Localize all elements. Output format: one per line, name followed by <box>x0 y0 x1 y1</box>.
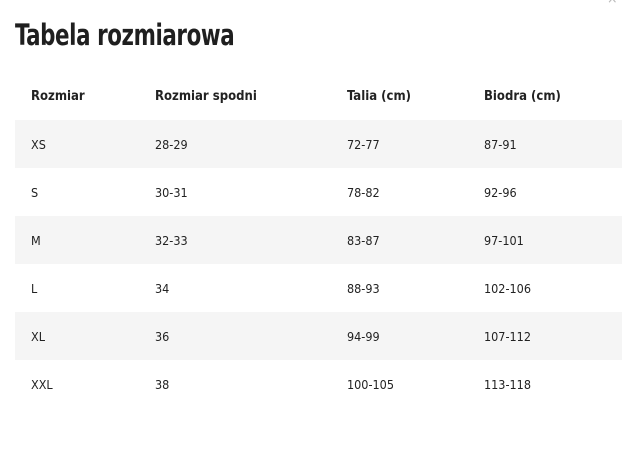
cell-hips: 107-112 <box>484 312 622 360</box>
table-row: XL 36 94-99 107-112 <box>15 312 622 360</box>
cell-pants-size: 28-29 <box>155 120 347 168</box>
table-row: M 32-33 83-87 97-101 <box>15 216 622 264</box>
cell-pants-size: 36 <box>155 312 347 360</box>
cell-waist: 100-105 <box>347 376 394 392</box>
cell-hips: 97-101 <box>484 216 622 264</box>
cell-size: XS <box>15 120 155 168</box>
table-header-row: Rozmiar Rozmiar spodni Talia (cm) Biodra… <box>15 72 622 120</box>
header-waist: Talia (cm) <box>347 88 411 104</box>
cell-waist: 72-77 <box>347 120 484 168</box>
size-table: Rozmiar Rozmiar spodni Talia (cm) Biodra… <box>15 72 622 408</box>
cell-hips: 102-106 <box>484 280 531 296</box>
cell-pants-size: 38 <box>155 376 170 392</box>
cell-waist: 83-87 <box>347 216 484 264</box>
table-row: XXL 38 100-105 113-118 <box>15 360 622 408</box>
header-size: Rozmiar <box>31 88 85 104</box>
cell-pants-size: 32-33 <box>155 216 347 264</box>
cell-waist: 88-93 <box>347 280 380 296</box>
header-hips: Biodra (cm) <box>484 88 561 104</box>
header-pants-size: Rozmiar spodni <box>155 88 257 104</box>
cell-size: L <box>31 280 38 296</box>
cell-pants-size: 34 <box>155 280 170 296</box>
cell-size: M <box>15 216 155 264</box>
close-icon[interactable]: × <box>607 0 618 7</box>
table-row: S 30-31 78-82 92-96 <box>15 168 622 216</box>
cell-size: XXL <box>31 376 53 392</box>
table-row: L 34 88-93 102-106 <box>15 264 622 312</box>
cell-pants-size: 30-31 <box>155 184 188 200</box>
cell-hips: 87-91 <box>484 120 622 168</box>
page-title: Tabela rozmiarowa <box>15 18 235 52</box>
cell-size: S <box>31 184 39 200</box>
cell-waist: 94-99 <box>347 312 484 360</box>
cell-waist: 78-82 <box>347 184 380 200</box>
cell-size: XL <box>15 312 155 360</box>
table-row: XS 28-29 72-77 87-91 <box>15 120 622 168</box>
cell-hips: 92-96 <box>484 184 517 200</box>
cell-hips: 113-118 <box>484 376 531 392</box>
